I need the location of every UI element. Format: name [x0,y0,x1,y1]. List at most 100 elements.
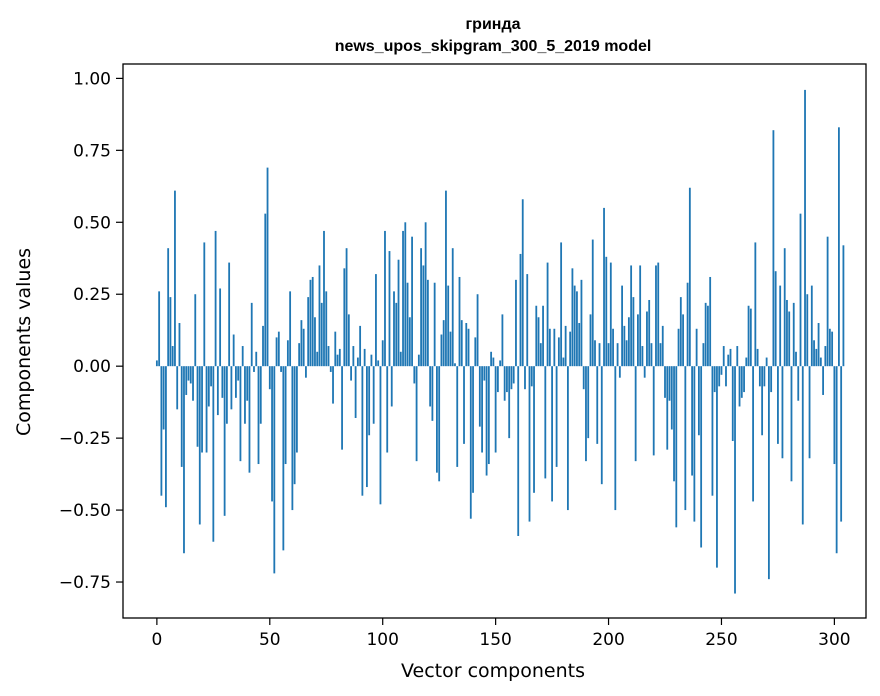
x-tick-label: 0 [151,630,162,650]
y-tick-label: −0.75 [59,573,111,593]
bar-177 [555,366,558,467]
bar-240 [697,366,700,436]
bar-271 [767,366,770,580]
bar-246 [711,366,714,496]
bar-283 [795,351,797,367]
bar-6 [169,297,172,367]
bar-81 [338,348,341,367]
bar-258 [738,366,741,407]
bar-237 [691,366,694,476]
bar-181 [564,325,567,367]
bar-301 [835,366,838,554]
chart-title: гринда news_upos_skipgram_300_5_2019 mod… [335,16,652,55]
bar-219 [650,343,653,367]
bar-31 [225,366,228,424]
bar-57 [284,366,287,465]
bar-228 [670,366,673,430]
bar-194 [594,340,596,367]
bar-70 [314,317,316,367]
bar-170 [539,343,542,367]
x-axis-ticks: 0 50 100 150 200 250 300 [151,618,851,650]
bar-54 [277,331,280,367]
bar-226 [666,366,669,450]
bar-42 [250,302,253,367]
bar-125 [438,366,441,482]
bar-297 [826,236,829,367]
bar-39 [244,366,246,424]
bar-229 [673,366,675,482]
bar-104 [390,366,393,407]
bar-150 [494,366,497,453]
bar-116 [417,354,420,367]
bar-255 [731,366,734,442]
bar-186 [576,291,578,367]
bar-152 [499,360,502,367]
bar-302 [838,127,840,367]
bar-79 [334,331,337,367]
bar-184 [571,268,574,367]
bar-68 [309,279,312,367]
bar-15 [189,366,192,384]
bar-296 [824,346,827,367]
bar-193 [591,239,594,367]
bar-234 [684,366,687,511]
bar-148 [490,351,493,367]
bar-171 [542,305,544,367]
bar-77 [329,366,332,372]
bar-275 [777,366,779,444]
bar-162 [521,199,524,367]
bar-266 [756,348,759,367]
bar-288 [806,294,809,367]
bar-254 [729,348,732,367]
bar-115 [415,366,418,462]
bar-55 [280,366,282,372]
bar-88 [354,366,357,418]
bar-249 [718,366,721,387]
bar-41 [248,366,251,473]
bar-292 [815,348,818,367]
bar-151 [496,366,499,393]
bar-87 [352,346,355,367]
bar-281 [790,366,793,482]
bar-149 [492,357,495,367]
bar-113 [411,236,413,367]
bar-233 [682,314,684,367]
bar-209 [627,317,630,367]
bar-9 [176,366,179,410]
bar-260 [743,366,745,393]
bar-13 [185,366,188,395]
bar-111 [406,282,409,367]
y-axis-label: Components values [13,248,35,436]
bar-30 [223,366,226,516]
x-tick-label: 300 [818,630,850,650]
bar-83 [343,268,346,367]
bar-118 [422,265,425,367]
bar-192 [589,314,592,367]
bar-90 [359,325,362,367]
bar-137 [465,323,468,367]
bar-112 [408,317,411,367]
bar-73 [320,302,323,367]
bar-107 [397,259,400,367]
bar-232 [679,297,682,367]
bar-191 [587,366,590,439]
bar-270 [765,357,768,367]
bar-265 [754,242,757,367]
bar-268 [761,366,764,436]
bar-66 [305,366,307,378]
bar-298 [828,328,831,367]
bar-67 [307,297,310,367]
bar-204 [616,343,619,367]
x-tick-label: 100 [366,630,398,650]
bar-147 [487,366,490,465]
bar-21 [203,242,206,367]
bar-110 [404,222,407,367]
bar-299 [831,331,834,367]
bar-16 [192,366,194,401]
bar-136 [463,366,465,444]
bar-141 [474,337,477,367]
x-tick-label: 50 [259,630,281,650]
bar-14 [187,366,190,381]
bar-45 [257,366,260,465]
bar-225 [664,366,666,398]
